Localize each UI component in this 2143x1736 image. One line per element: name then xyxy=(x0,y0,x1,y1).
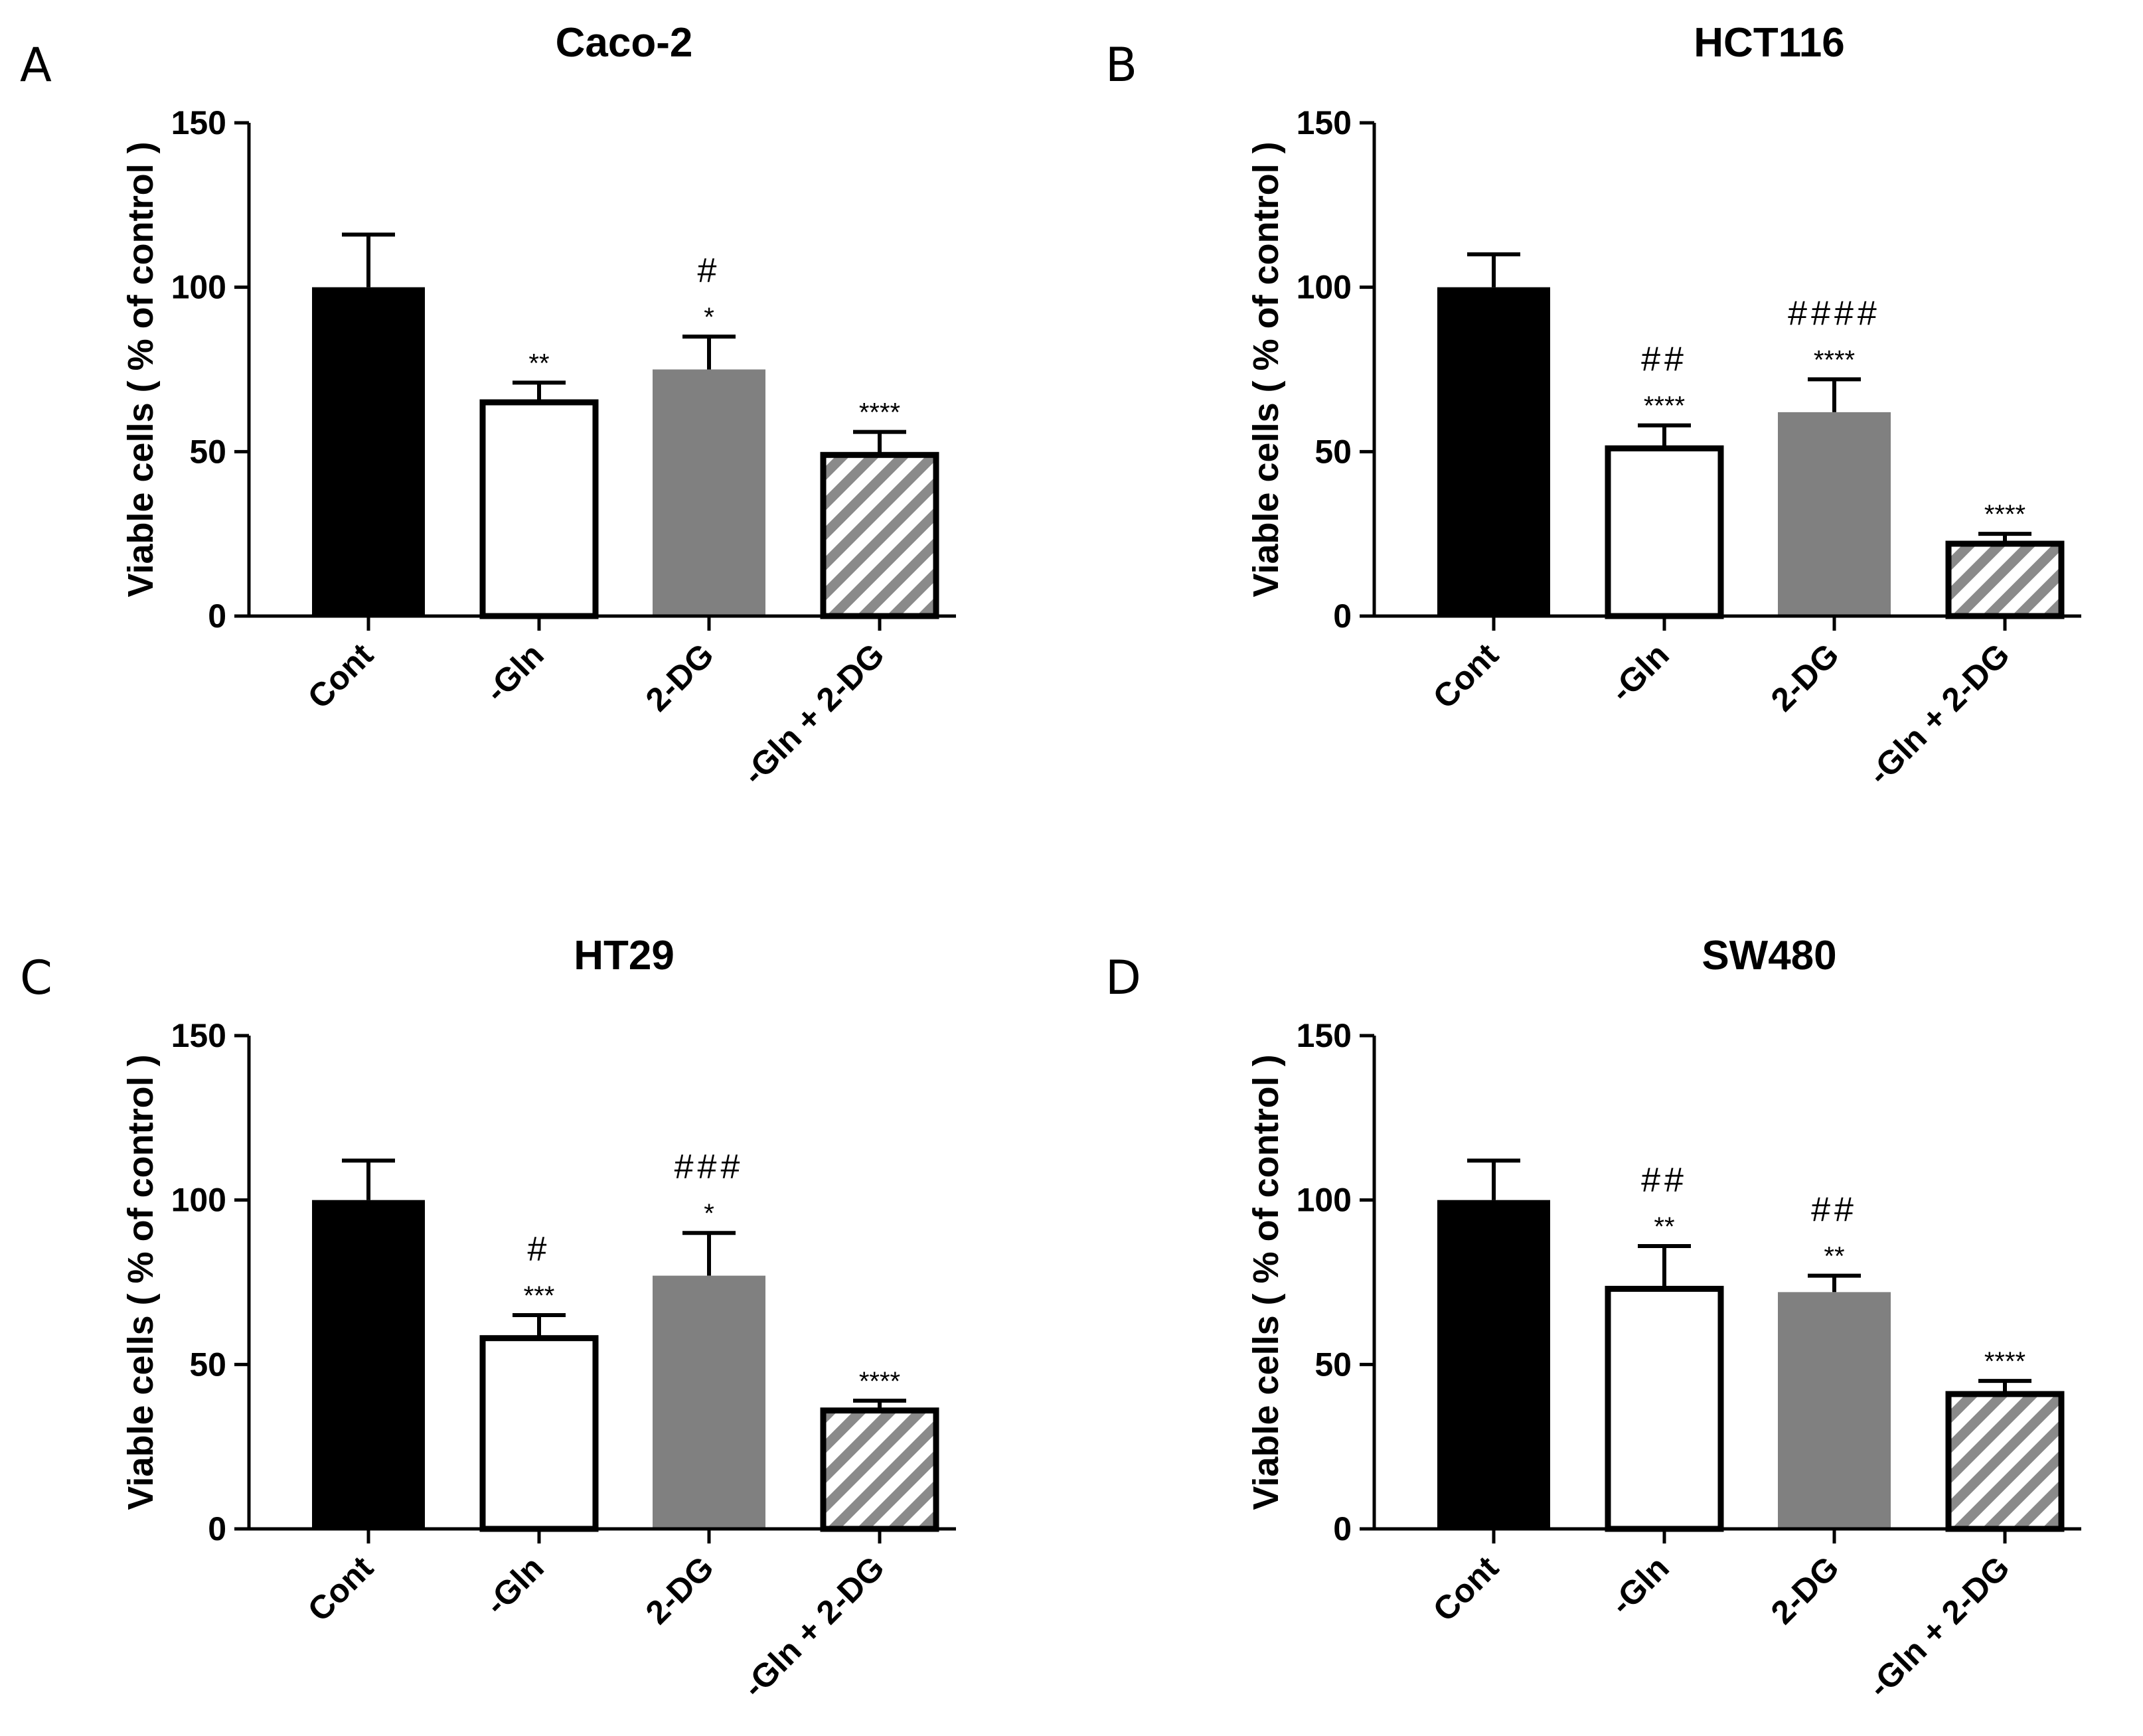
bar-cont xyxy=(312,1200,425,1529)
significance-hashes: # xyxy=(528,1230,551,1269)
significance-stars: ** xyxy=(1654,1212,1674,1241)
panel-B: B HCT116 Viable cells ( % of control ) Cont… xyxy=(1105,20,2081,792)
bar-2-dg xyxy=(653,369,765,616)
significance-stars: **** xyxy=(859,398,900,428)
chart-title: Caco-2 xyxy=(556,20,693,66)
significance-stars: **** xyxy=(1644,392,1685,421)
category-label: 2-DG xyxy=(1764,636,1846,718)
significance-stars: ** xyxy=(1824,1242,1844,1271)
bar-gln-2-dg xyxy=(1945,1391,2065,1532)
bar-2-dg xyxy=(1778,412,1891,616)
y-tick-label: 0 xyxy=(1333,597,1352,635)
y-tick-label: 150 xyxy=(1297,104,1352,141)
bar-cont xyxy=(1437,1200,1550,1529)
category-label: 2-DG xyxy=(1764,1549,1846,1631)
y-tick-label: 100 xyxy=(171,269,226,306)
y-axis-label: Viable cells ( % of control ) xyxy=(1246,1054,1286,1510)
chart-title: HCT116 xyxy=(1694,20,1844,66)
y-tick-label: 150 xyxy=(171,104,226,141)
significance-stars: **** xyxy=(1814,345,1855,374)
y-tick-label: 0 xyxy=(208,597,226,635)
panel-D: D SW480 Viable cells ( % of control ) Cont *… xyxy=(1105,933,2081,1705)
bar-gln-2-dg xyxy=(1945,540,2065,619)
bar-gln-2-dg xyxy=(820,451,939,619)
significance-hashes: #### xyxy=(1788,294,1881,333)
category-label: -Gln xyxy=(477,1549,550,1622)
category-label: -Gln + 2-DG xyxy=(1861,1549,2017,1705)
category-label: -Gln xyxy=(477,636,550,709)
y-tick-label: 100 xyxy=(1297,269,1352,306)
chart-title: SW480 xyxy=(1702,933,1836,979)
bar-cont xyxy=(312,287,425,616)
y-tick-label: 50 xyxy=(1314,1346,1352,1383)
significance-stars: *** xyxy=(524,1281,555,1310)
category-label: Cont xyxy=(1426,636,1506,716)
y-tick-label: 50 xyxy=(1314,433,1352,470)
significance-stars: **** xyxy=(1984,1347,2025,1376)
category-label: -Gln + 2-DG xyxy=(1861,636,2017,792)
category-label: 2-DG xyxy=(639,1549,721,1631)
bar-gln xyxy=(1605,1285,1724,1532)
chart-title: HT29 xyxy=(574,933,675,979)
bar-gln xyxy=(1605,445,1724,619)
y-axis-label: Viable cells ( % of control ) xyxy=(1246,141,1286,597)
bar-gln-2-dg xyxy=(820,1407,939,1532)
significance-stars: **** xyxy=(1984,500,2025,529)
y-tick-label: 50 xyxy=(189,433,226,470)
y-axis-label: Viable cells ( % of control ) xyxy=(121,141,161,597)
category-label: Cont xyxy=(301,1549,380,1628)
significance-hashes: # xyxy=(698,252,721,290)
panel-letter: A xyxy=(20,38,52,92)
significance-stars: **** xyxy=(859,1367,900,1396)
y-tick-label: 150 xyxy=(1297,1017,1352,1054)
y-tick-label: 0 xyxy=(1333,1510,1352,1547)
y-tick-label: 0 xyxy=(208,1510,226,1547)
y-axis-label: Viable cells ( % of control ) xyxy=(121,1054,161,1510)
y-tick-label: 100 xyxy=(1297,1182,1352,1219)
bar-2-dg xyxy=(1778,1292,1891,1529)
category-label: Cont xyxy=(301,636,380,716)
panel-letter: B xyxy=(1105,38,1137,92)
y-tick-label: 100 xyxy=(171,1182,226,1219)
significance-stars: * xyxy=(704,303,714,332)
panel-letter: C xyxy=(20,951,52,1005)
y-tick-label: 50 xyxy=(189,1346,226,1383)
y-tick-label: 150 xyxy=(171,1017,226,1054)
category-label: -Gln + 2-DG xyxy=(736,636,892,792)
bar-gln xyxy=(479,1335,599,1532)
bar-cont xyxy=(1437,287,1550,616)
bar-gln xyxy=(479,399,599,619)
significance-hashes: ## xyxy=(1641,341,1688,379)
significance-hashes: ## xyxy=(1811,1191,1858,1229)
category-label: -Gln xyxy=(1603,636,1676,709)
panel-A: A Caco-2 Viable cells ( % of control ) Cont… xyxy=(20,20,956,792)
panel-letter: D xyxy=(1105,951,1141,1005)
significance-hashes: ## xyxy=(1641,1161,1688,1200)
category-label: 2-DG xyxy=(639,636,721,718)
category-label: Cont xyxy=(1426,1549,1506,1628)
significance-stars: ** xyxy=(528,349,549,378)
category-label: -Gln xyxy=(1603,1549,1676,1622)
bar-2-dg xyxy=(653,1275,765,1529)
significance-hashes: ### xyxy=(675,1148,744,1186)
category-label: -Gln + 2-DG xyxy=(736,1549,892,1705)
significance-stars: * xyxy=(704,1199,714,1228)
